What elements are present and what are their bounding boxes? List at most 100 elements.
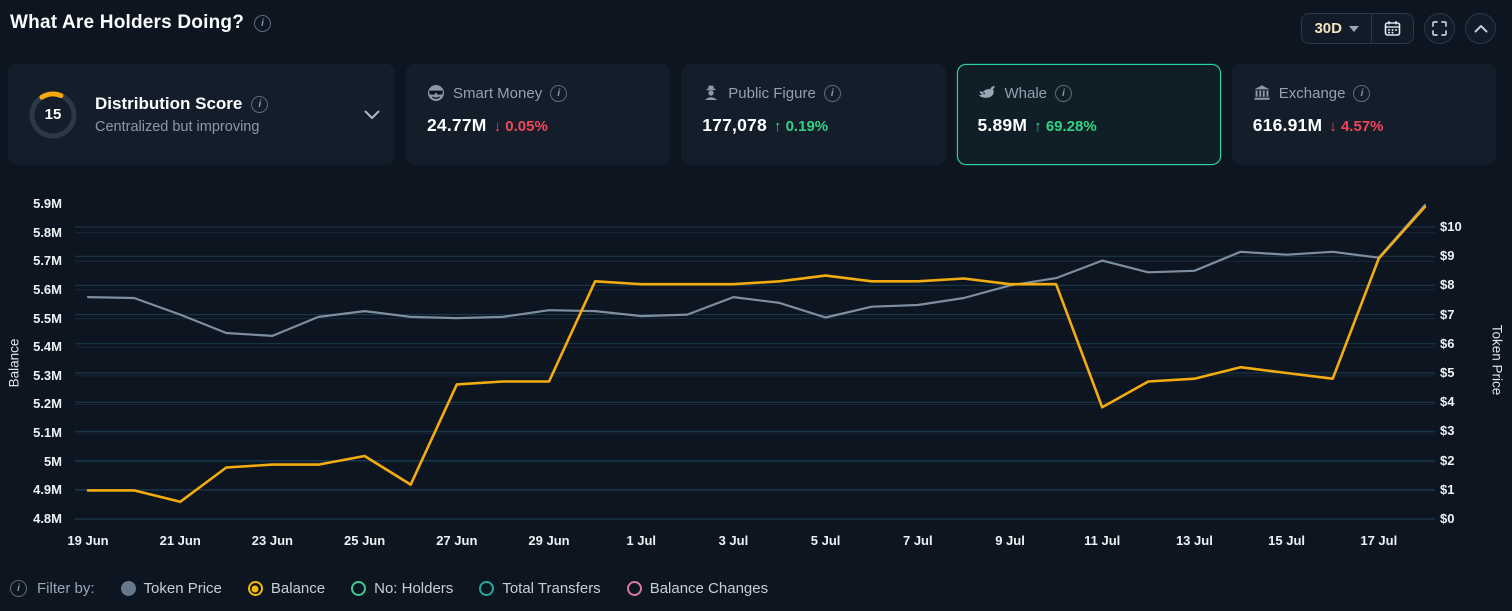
y-tick-price: $6: [1440, 335, 1455, 351]
stat-value: 24.77M: [427, 115, 487, 135]
fullscreen-icon: [1432, 21, 1447, 36]
stat-change: ↑ 69.28%: [1034, 118, 1097, 135]
distribution-score-card[interactable]: 15 Distribution Score i Centralized but …: [8, 64, 395, 165]
stat-label: Smart Money: [453, 84, 543, 102]
legend-item-token-price[interactable]: Token Price: [120, 580, 222, 597]
x-tick-date: 17 Jul: [1360, 533, 1398, 548]
y-tick-price: $3: [1440, 423, 1455, 439]
header-controls: 30D: [1301, 13, 1496, 44]
info-icon[interactable]: i: [251, 95, 269, 113]
divider: [1371, 14, 1372, 43]
timeframe-group: 30D: [1301, 13, 1414, 44]
y-tick-price: $4: [1440, 394, 1455, 410]
calendar-button[interactable]: [1372, 14, 1413, 43]
stat-value: 177,078: [702, 115, 767, 135]
balance-swatch-icon: [247, 581, 263, 596]
change-arrow-icon: ↑: [773, 118, 782, 135]
y-tick-balance: 4.8M: [33, 511, 62, 526]
legend-item-total-transfers[interactable]: Total Transfers: [479, 580, 601, 597]
exchange-icon: [1254, 85, 1270, 100]
y-tick-price: $7: [1440, 306, 1455, 322]
period-dropdown[interactable]: 30D: [1302, 14, 1371, 43]
y-tick-price: $1: [1440, 481, 1455, 497]
x-tick-date: 29 Jun: [528, 533, 570, 548]
change-arrow-icon: ↓: [493, 118, 502, 135]
y-tick-price: $0: [1440, 511, 1455, 526]
calendar-icon: [1384, 21, 1401, 36]
stat-label: Exchange: [1278, 84, 1346, 102]
x-tick-date: 23 Jun: [251, 533, 293, 548]
y-tick-price: $5: [1440, 365, 1455, 380]
y-tick-balance: 5.8M: [33, 224, 62, 240]
stat-card-exchange[interactable]: Exchange i 616.91M ↓ 4.57%: [1231, 64, 1496, 165]
y-tick-balance: 5.6M: [33, 281, 62, 297]
gauge-arc: [29, 91, 77, 138]
chevron-down-icon[interactable]: [364, 110, 380, 120]
stat-label: Whale: [1004, 84, 1048, 102]
y-axis-title-token-price: Token Price: [1489, 324, 1505, 396]
stat-change: ↓ 0.05%: [493, 118, 548, 135]
fullscreen-button[interactable]: [1424, 13, 1455, 44]
x-tick-date: 25 Jun: [344, 533, 386, 548]
total-transfers-swatch-icon: [479, 581, 495, 596]
info-icon[interactable]: i: [10, 580, 27, 597]
chevron-down-icon: [1349, 25, 1359, 32]
distribution-score-gauge: 15: [27, 89, 79, 141]
y-tick-price: $2: [1440, 452, 1455, 468]
stat-card-whale[interactable]: Whale i 5.89M ↑ 69.28%: [956, 64, 1221, 165]
info-icon[interactable]: i: [1353, 84, 1371, 102]
no-holders-swatch-icon: [351, 581, 367, 596]
x-tick-date: 11 Jul: [1084, 533, 1121, 548]
stat-card-smart-money[interactable]: Smart Money i 24.77M ↓ 0.05%: [406, 64, 671, 165]
x-tick-date: 1 Jul: [626, 533, 656, 548]
legend-item-balance-changes[interactable]: Balance Changes: [626, 580, 769, 597]
legend-label: Balance: [270, 580, 326, 597]
y-tick-balance: 4.9M: [33, 482, 62, 498]
info-icon[interactable]: i: [823, 84, 841, 102]
chevron-up-icon: [1474, 25, 1487, 33]
header: What Are Holders Doing? i: [10, 12, 272, 34]
y-tick-balance: 5.9M: [33, 196, 62, 211]
summary-cards: 15 Distribution Score i Centralized but …: [8, 64, 1496, 165]
stat-change: ↑ 0.19%: [773, 118, 829, 135]
x-tick-date: 19 Jun: [67, 533, 109, 548]
info-icon[interactable]: i: [254, 14, 272, 32]
balance-line: [86, 205, 1427, 504]
legend-label: Total Transfers: [502, 580, 601, 597]
x-tick-date: 3 Jul: [718, 533, 749, 548]
y-tick-balance: 5.7M: [33, 253, 62, 269]
distribution-text: Distribution Score i Centralized but imp…: [95, 94, 269, 135]
public-figure-icon: [705, 85, 718, 100]
legend-label: Token Price: [143, 580, 222, 597]
token-price-swatch-icon: [120, 581, 136, 596]
chart-plot-area: [75, 204, 1435, 520]
y-tick-price: $8: [1440, 277, 1455, 293]
whale-icon: [978, 86, 995, 98]
filter-by: i Filter by:: [10, 580, 95, 597]
info-icon[interactable]: i: [550, 84, 568, 102]
distribution-subtitle: Centralized but improving: [95, 119, 260, 135]
stat-change: ↓ 4.57%: [1329, 118, 1384, 135]
legend-item-no-holders[interactable]: No: Holders: [351, 580, 453, 597]
token-price-line: [86, 204, 1427, 337]
stat-value: 5.89M: [977, 115, 1028, 135]
y-tick-balance: 5.1M: [33, 425, 62, 441]
y-tick-balance: 5M: [43, 453, 62, 469]
info-icon[interactable]: i: [1055, 84, 1073, 102]
stat-card-public-figure[interactable]: Public Figure i 177,078 ↑ 0.19%: [681, 64, 946, 165]
page-title: What Are Holders Doing?: [10, 12, 245, 33]
x-tick-date: 9 Jul: [995, 533, 1025, 548]
collapse-button[interactable]: [1465, 13, 1496, 44]
y-axis-title-balance: Balance: [6, 338, 22, 388]
legend-item-balance[interactable]: Balance: [247, 580, 326, 597]
distribution-title: Distribution Score: [95, 94, 243, 113]
y-tick-balance: 5.3M: [33, 367, 62, 383]
balance-changes-swatch-icon: [626, 581, 642, 596]
distribution-score-value: 15: [44, 106, 62, 123]
legend-label: Balance Changes: [649, 580, 769, 597]
stat-label: Public Figure: [728, 84, 816, 102]
filter-by-label: Filter by:: [37, 580, 95, 597]
x-tick-date: 5 Jul: [810, 533, 841, 548]
legend-label: No: Holders: [374, 580, 454, 597]
